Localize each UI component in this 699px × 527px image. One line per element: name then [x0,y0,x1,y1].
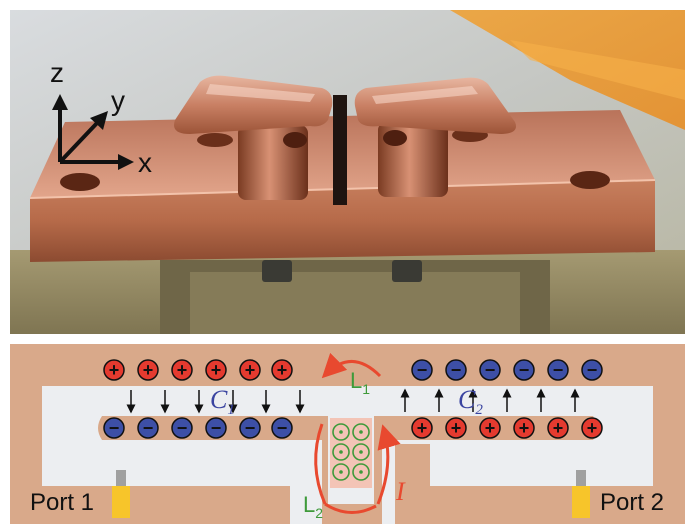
positive-charge [103,359,125,381]
plus-sign: + [143,360,154,380]
b-field-out-symbol [332,443,350,461]
left-wing-shine [206,84,315,102]
axis-label-y: y [111,85,125,116]
negative-charge [581,359,603,381]
port1-pin [116,470,126,486]
minus-sign: − [143,418,154,438]
current-arrow-top [321,352,382,379]
axes-triad [52,94,134,170]
central-gap [333,95,347,205]
minus-sign: − [587,360,598,380]
magnetic-field-region [330,418,372,488]
inductor-label-l2: L2 [303,492,323,521]
current-arrow-right [376,424,401,505]
negative-charge [137,417,159,439]
port1-connector [112,486,130,518]
b-field-out-symbol [352,423,370,441]
plus-sign: + [587,418,598,438]
positive-charge [513,417,535,439]
positive-charge [205,359,227,381]
minus-sign: − [177,418,188,438]
capacitor-label-c2: C2 [458,385,483,418]
upper-positive-charges: + + + + + + [103,359,293,381]
current-label: I [395,477,406,506]
negative-charge [205,417,227,439]
minus-sign: − [417,360,428,380]
negative-charge [411,359,433,381]
screw [262,260,292,282]
current-arrow-left [314,423,327,505]
screw-hole [60,173,100,191]
mount-block-face [190,272,520,334]
negative-charge [547,359,569,381]
orange-tape-2 [510,40,685,100]
right-post-hole [383,130,407,146]
port2-label: Port 2 [600,489,664,516]
port2-connector [572,486,590,518]
lower-positive-charges: + + + + + + [411,417,603,439]
minus-sign: − [211,418,222,438]
plus-sign: + [211,360,222,380]
positive-charge [479,417,501,439]
upper-negative-charges: − − − − − − [411,359,603,381]
negative-charge [513,359,535,381]
positive-charge [547,417,569,439]
b-field-out-symbol [352,443,370,461]
magnetic-field-dots [339,430,363,474]
positive-charge [171,359,193,381]
minus-sign: − [245,418,256,438]
right-field-arrows [400,388,580,412]
plus-sign: + [485,418,496,438]
cavity-lower-left [42,444,292,486]
resonator-photo: z y x [10,10,685,334]
screw-hole [570,171,610,189]
positive-charge [581,417,603,439]
plus-sign: + [177,360,188,380]
lower-negative-charges: − − − − − − [103,417,293,439]
minus-sign: − [519,360,530,380]
left-post-hole [283,132,307,148]
minus-sign: − [485,360,496,380]
negative-charge [271,417,293,439]
negative-charge [479,359,501,381]
negative-charge [239,417,261,439]
negative-charge [445,359,467,381]
magnetic-field-symbols [332,423,370,481]
plus-sign: + [553,418,564,438]
minus-sign: − [109,418,120,438]
plus-sign: + [451,418,462,438]
axis-label-z: z [50,57,64,88]
left-field-arrows [126,390,305,414]
inductor-label-l1: L1 [350,368,370,397]
plus-sign: + [109,360,120,380]
current-arrow-bottom [324,502,377,514]
plus-sign: + [519,418,530,438]
screw [392,260,422,282]
b-field-out-symbol [332,463,350,481]
plus-sign: + [417,418,428,438]
b-field-out-symbol [332,423,350,441]
port1-label: Port 1 [30,489,94,516]
right-wing-shine [372,86,478,104]
plus-sign: + [277,360,288,380]
positive-charge [445,417,467,439]
minus-sign: − [553,360,564,380]
screw-hole [197,133,233,147]
orange-tape [450,10,685,130]
axis-label-x: x [138,147,152,178]
copper-plate-side [30,180,655,262]
positive-charge [411,417,433,439]
b-field-out-symbol [352,463,370,481]
minus-sign: − [277,418,288,438]
lc-schematic: + + + + + + − − − − − − − [10,344,685,524]
minus-sign: − [451,360,462,380]
negative-charge [171,417,193,439]
plus-sign: + [245,360,256,380]
positive-charge [137,359,159,381]
port2-pin [576,470,586,486]
capacitor-label-c1: C1 [210,385,235,418]
positive-charge [271,359,293,381]
positive-charge [239,359,261,381]
negative-charge [103,417,125,439]
